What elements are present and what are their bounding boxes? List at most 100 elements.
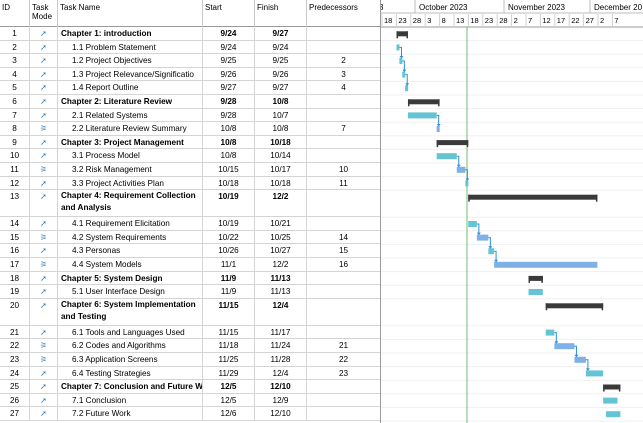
task-name[interactable]: Chapter 3: Project Management <box>58 135 203 149</box>
task-finish[interactable]: 10/17 <box>255 163 307 176</box>
auto-schedule-icon[interactable]: ➚ <box>30 54 58 67</box>
auto-schedule-icon[interactable]: ➚ <box>30 108 58 122</box>
task-finish[interactable]: 11/24 <box>255 339 307 352</box>
task-name[interactable]: Chapter 7: Conclusion and Future W <box>58 380 203 393</box>
task-start[interactable]: 11/1 <box>203 258 255 271</box>
auto-schedule-icon[interactable]: ➚ <box>30 81 58 94</box>
table-row[interactable]: 20 ➚ Chapter 6: System Implementation and … <box>0 298 380 326</box>
task-finish[interactable]: 11/13 <box>255 285 307 298</box>
task-finish[interactable]: 10/27 <box>255 244 307 257</box>
task-predecessors[interactable] <box>307 136 380 149</box>
task-finish[interactable]: 12/10 <box>255 407 307 420</box>
task-finish[interactable]: 10/8 <box>255 95 307 108</box>
task-start[interactable]: 11/15 <box>203 298 255 325</box>
task-predecessors[interactable] <box>307 380 380 393</box>
auto-schedule-icon[interactable]: ➚ <box>30 217 58 230</box>
task-predecessors[interactable]: 11 <box>339 178 348 188</box>
row-id[interactable]: 22 <box>0 339 30 352</box>
auto-schedule-icon[interactable]: ➚ <box>30 285 58 298</box>
task-name[interactable]: 4.4 System Models <box>58 258 203 271</box>
manual-schedule-icon[interactable]: ⚞ <box>30 163 58 176</box>
task-finish[interactable]: 12/2 <box>255 258 307 271</box>
table-row[interactable]: 3 ➚ 1.2 Project Objectives 9/25 9/25 2 <box>0 54 380 68</box>
auto-schedule-icon[interactable]: ➚ <box>30 27 58 40</box>
auto-schedule-icon[interactable]: ➚ <box>30 366 58 380</box>
task-start[interactable]: 10/8 <box>203 149 255 162</box>
table-row[interactable]: 5 ➚ 1.4 Report Outline 9/27 9/27 4 <box>0 81 380 95</box>
task-name[interactable]: 5.1 User Interface Design <box>58 285 203 298</box>
task-predecessors[interactable]: 4 <box>341 83 346 93</box>
task-name[interactable]: 3.1 Process Model <box>58 149 203 162</box>
table-row[interactable]: 16 ➚ 4.3 Personas 10/26 10/27 15 <box>0 244 380 258</box>
task-start[interactable]: 11/18 <box>203 339 255 352</box>
task-finish[interactable]: 12/2 <box>255 190 307 217</box>
task-name[interactable]: 3.2 Risk Management <box>58 163 203 176</box>
auto-schedule-icon[interactable]: ➚ <box>30 190 58 217</box>
task-finish[interactable]: 11/13 <box>255 271 307 285</box>
task-predecessors[interactable] <box>307 299 380 325</box>
task-predecessors[interactable] <box>307 109 380 122</box>
task-finish[interactable]: 11/17 <box>255 325 307 339</box>
task-name[interactable]: 1.3 Project Relevance/Significatio <box>58 67 203 81</box>
task-name[interactable]: 4.1 Requirement Elicitation <box>58 217 203 230</box>
row-id[interactable]: 20 <box>0 298 30 325</box>
task-start[interactable]: 9/28 <box>203 108 255 122</box>
task-name[interactable]: Chapter 6: System Implementation and Tes… <box>58 298 203 325</box>
task-name[interactable]: 6.2 Codes and Algorithms <box>58 339 203 352</box>
task-start[interactable]: 12/6 <box>203 407 255 420</box>
task-name[interactable]: 7.1 Conclusion <box>58 393 203 407</box>
task-start[interactable]: 12/5 <box>203 380 255 393</box>
row-id[interactable]: 4 <box>0 67 30 81</box>
task-start[interactable]: 11/9 <box>203 285 255 298</box>
task-predecessors[interactable]: 22 <box>338 355 349 364</box>
row-id[interactable]: 23 <box>0 353 30 366</box>
task-finish[interactable]: 10/14 <box>255 149 307 162</box>
col-finish-header[interactable]: Finish <box>255 0 307 27</box>
task-finish[interactable]: 12/4 <box>255 366 307 380</box>
table-row[interactable]: 22 ⚞ 6.2 Codes and Algorithms 11/18 11/24 21 <box>0 339 380 353</box>
task-predecessors[interactable]: 21 <box>338 341 349 351</box>
task-finish[interactable]: 10/8 <box>255 122 307 135</box>
auto-schedule-icon[interactable]: ➚ <box>30 135 58 149</box>
task-predecessors[interactable] <box>307 272 380 285</box>
table-row[interactable]: 19 ➚ 5.1 User Interface Design 11/9 11/13 <box>0 285 380 299</box>
task-name[interactable]: 4.3 Personas <box>58 244 203 257</box>
task-start[interactable]: 10/8 <box>203 122 255 135</box>
table-row[interactable]: 13 ➚ Chapter 4: Requirement Collection and… <box>0 190 380 218</box>
task-name[interactable]: 2.2 Literature Review Summary <box>58 122 203 135</box>
task-predecessors[interactable]: 10 <box>338 165 349 174</box>
auto-schedule-icon[interactable]: ➚ <box>30 40 58 54</box>
task-name[interactable]: 2.1 Related Systems <box>58 108 203 122</box>
task-start[interactable]: 10/19 <box>203 217 255 230</box>
task-finish[interactable]: 9/27 <box>255 81 307 94</box>
task-predecessors[interactable] <box>307 394 380 407</box>
task-start[interactable]: 11/29 <box>203 366 255 380</box>
col-start-header[interactable]: Start <box>203 0 255 27</box>
task-name[interactable]: Chapter 1: introduction <box>58 27 203 40</box>
task-finish[interactable]: 10/21 <box>255 217 307 230</box>
task-name[interactable]: Chapter 5: System Design <box>58 271 203 285</box>
row-id[interactable]: 18 <box>0 271 30 285</box>
row-id[interactable]: 25 <box>0 380 30 393</box>
task-name[interactable]: 7.2 Future Work <box>58 407 203 420</box>
manual-schedule-icon[interactable]: ⚞ <box>30 258 58 271</box>
table-row[interactable]: 15 ⚞ 4.2 System Requirements 10/22 10/25 14 <box>0 230 380 245</box>
manual-schedule-icon[interactable]: ⚞ <box>30 339 58 352</box>
row-id[interactable]: 21 <box>0 325 30 339</box>
row-id[interactable]: 24 <box>0 366 30 380</box>
task-finish[interactable]: 12/4 <box>255 298 307 325</box>
task-finish[interactable]: 10/7 <box>255 108 307 122</box>
row-id[interactable]: 5 <box>0 81 30 94</box>
task-start[interactable]: 11/25 <box>203 353 255 366</box>
table-row[interactable]: 2 ➚ 1.1 Problem Statement 9/24 9/24 <box>0 40 380 55</box>
manual-schedule-icon[interactable]: ⚞ <box>30 122 58 135</box>
row-id[interactable]: 10 <box>0 149 30 162</box>
task-name[interactable]: 1.4 Report Outline <box>58 81 203 94</box>
table-row[interactable]: 10 ➚ 3.1 Process Model 10/8 10/14 <box>0 149 380 163</box>
task-predecessors[interactable] <box>307 95 380 108</box>
task-start[interactable]: 9/28 <box>203 95 255 108</box>
row-id[interactable]: 7 <box>0 108 30 122</box>
auto-schedule-icon[interactable]: ➚ <box>30 95 58 108</box>
task-finish[interactable]: 12/10 <box>255 380 307 393</box>
table-row[interactable]: 11 ⚞ 3.2 Risk Management 10/15 10/17 10 <box>0 163 380 177</box>
